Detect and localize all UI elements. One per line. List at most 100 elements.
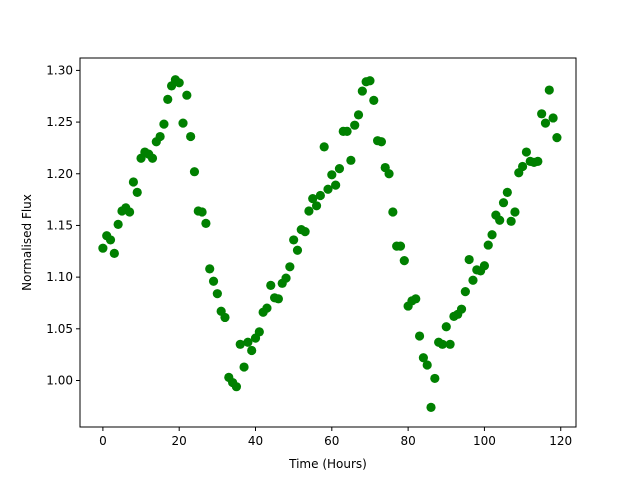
x-tick-label: 40 [248, 434, 263, 448]
y-tick-label: 1.20 [46, 167, 73, 181]
y-tick-label: 1.15 [46, 218, 73, 232]
data-point [418, 353, 428, 363]
data-point [456, 304, 467, 314]
data-point [208, 276, 219, 286]
data-point [384, 169, 394, 179]
data-point [464, 254, 474, 265]
data-point [342, 126, 352, 136]
y-axis-ticks: 1.00 1.05 1.10 1.15 1.20 1.25 1.30 [46, 63, 80, 387]
x-tick-label: 60 [324, 434, 339, 448]
data-point [235, 339, 245, 349]
data-point [537, 109, 547, 119]
data-point [334, 163, 345, 174]
data-point [533, 156, 543, 166]
data-point [197, 207, 207, 217]
data-point [357, 86, 367, 96]
data-point [353, 110, 364, 120]
data-point [437, 339, 448, 349]
data-point [285, 262, 295, 272]
y-tick-label: 1.30 [46, 63, 73, 77]
y-tick-label: 1.10 [46, 270, 73, 284]
data-point [243, 337, 253, 347]
data-point [327, 170, 337, 180]
data-point [163, 94, 173, 104]
data-point [266, 280, 276, 290]
data-point [231, 382, 242, 392]
data-point [159, 119, 169, 129]
data-point [510, 207, 520, 217]
data-point [414, 331, 425, 341]
plot-area [80, 58, 576, 427]
data-point [495, 215, 505, 225]
x-axis-label: Time (Hours) [288, 457, 367, 471]
data-point [315, 190, 325, 201]
data-point [178, 118, 188, 128]
data-point [239, 362, 249, 372]
data-point [289, 235, 299, 245]
data-point [304, 206, 314, 216]
data-point [468, 275, 478, 285]
y-tick-label: 1.25 [46, 115, 73, 129]
data-point [422, 360, 432, 370]
data-point [540, 118, 551, 128]
data-points [98, 75, 562, 412]
data-point [262, 303, 272, 313]
data-point [182, 90, 192, 100]
x-tick-label: 120 [549, 434, 572, 448]
data-point [273, 294, 283, 304]
data-point [212, 289, 222, 299]
data-point [128, 177, 139, 187]
y-axis-label: Normalised Flux [20, 194, 34, 291]
data-point [350, 120, 360, 130]
data-point [552, 132, 562, 143]
y-tick-label: 1.05 [46, 322, 73, 336]
data-point [98, 243, 108, 253]
x-tick-label: 0 [99, 434, 107, 448]
data-point [441, 322, 451, 332]
data-point [300, 227, 310, 237]
data-point [247, 345, 257, 356]
data-point [281, 273, 291, 283]
data-point [460, 286, 470, 297]
data-point [132, 187, 142, 197]
data-point [205, 264, 215, 274]
data-point [430, 373, 440, 384]
data-point [105, 235, 116, 245]
data-point [220, 312, 230, 323]
data-point [483, 240, 493, 250]
data-point [445, 339, 455, 349]
data-point [125, 207, 135, 217]
data-point [113, 219, 123, 230]
data-point [376, 137, 387, 147]
y-tick-label: 1.00 [46, 373, 73, 387]
data-point [498, 198, 509, 208]
data-point [395, 241, 406, 251]
data-point [411, 294, 421, 304]
data-point [147, 153, 158, 163]
data-point [365, 76, 375, 86]
data-point [426, 402, 436, 412]
plot-frame [79, 57, 577, 428]
data-point [323, 184, 333, 194]
data-point [479, 261, 490, 271]
x-tick-label: 80 [400, 434, 415, 448]
data-point [331, 180, 341, 190]
data-point [254, 327, 264, 337]
data-point [487, 230, 497, 240]
data-point [319, 142, 329, 152]
data-point [399, 255, 409, 266]
data-point [346, 155, 356, 165]
data-point [201, 218, 211, 228]
data-point [109, 248, 119, 258]
data-point [308, 193, 318, 204]
data-point [311, 201, 322, 211]
data-point [544, 85, 554, 95]
data-point [517, 161, 528, 172]
data-point [506, 216, 516, 226]
data-point [502, 187, 512, 197]
x-tick-label: 20 [172, 434, 187, 448]
data-point [186, 131, 196, 142]
data-point [155, 131, 165, 142]
data-point [189, 167, 200, 177]
